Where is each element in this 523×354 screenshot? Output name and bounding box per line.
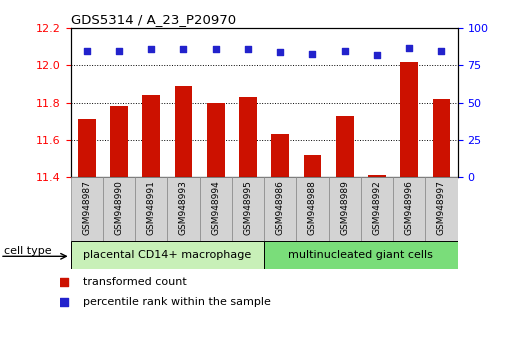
Text: GDS5314 / A_23_P20970: GDS5314 / A_23_P20970 (71, 13, 236, 26)
Point (211, 46, 220, 52)
Point (60, 279, 69, 285)
Point (309, 51, 317, 56)
Bar (78, 119, 96, 177)
Point (83, 48, 91, 53)
FancyBboxPatch shape (264, 241, 458, 269)
Point (244, 46, 252, 52)
Point (60, 299, 69, 305)
Point (115, 48, 123, 53)
Text: GSM948997: GSM948997 (437, 180, 446, 235)
FancyBboxPatch shape (361, 177, 393, 241)
FancyBboxPatch shape (135, 177, 167, 241)
Text: transformed count: transformed count (83, 277, 186, 287)
Point (340, 48, 349, 53)
FancyBboxPatch shape (393, 177, 425, 241)
Text: percentile rank within the sample: percentile rank within the sample (83, 297, 270, 307)
Text: cell type: cell type (4, 246, 51, 256)
Text: GSM948992: GSM948992 (372, 180, 381, 235)
Bar (110, 107, 128, 177)
Bar (142, 95, 160, 177)
Text: GSM948989: GSM948989 (340, 180, 349, 235)
Text: GSM948994: GSM948994 (211, 180, 220, 235)
Bar (401, 62, 418, 177)
Text: multinucleated giant cells: multinucleated giant cells (288, 250, 434, 260)
Point (179, 46, 188, 52)
FancyBboxPatch shape (71, 177, 103, 241)
Text: GSM948993: GSM948993 (179, 180, 188, 235)
Point (147, 46, 155, 52)
FancyBboxPatch shape (328, 177, 361, 241)
Bar (175, 86, 192, 177)
FancyBboxPatch shape (167, 177, 200, 241)
FancyBboxPatch shape (200, 177, 232, 241)
Bar (336, 116, 354, 177)
Text: GSM948995: GSM948995 (244, 180, 253, 235)
Bar (368, 175, 386, 177)
Text: GSM948996: GSM948996 (405, 180, 414, 235)
FancyBboxPatch shape (425, 177, 458, 241)
Bar (239, 97, 257, 177)
Bar (433, 99, 450, 177)
FancyBboxPatch shape (297, 177, 328, 241)
FancyBboxPatch shape (232, 177, 264, 241)
Text: GSM948988: GSM948988 (308, 180, 317, 235)
Text: GSM948990: GSM948990 (115, 180, 123, 235)
Text: GSM948986: GSM948986 (276, 180, 285, 235)
Text: GSM948991: GSM948991 (147, 180, 156, 235)
Bar (304, 155, 321, 177)
FancyBboxPatch shape (71, 241, 264, 269)
Text: GSM948987: GSM948987 (82, 180, 91, 235)
FancyBboxPatch shape (103, 177, 135, 241)
Text: placental CD14+ macrophage: placental CD14+ macrophage (83, 250, 252, 260)
Point (373, 52, 381, 58)
Bar (207, 103, 224, 177)
Point (405, 45, 413, 51)
Point (437, 48, 446, 53)
Point (276, 49, 285, 55)
Bar (271, 134, 289, 177)
FancyBboxPatch shape (264, 177, 297, 241)
